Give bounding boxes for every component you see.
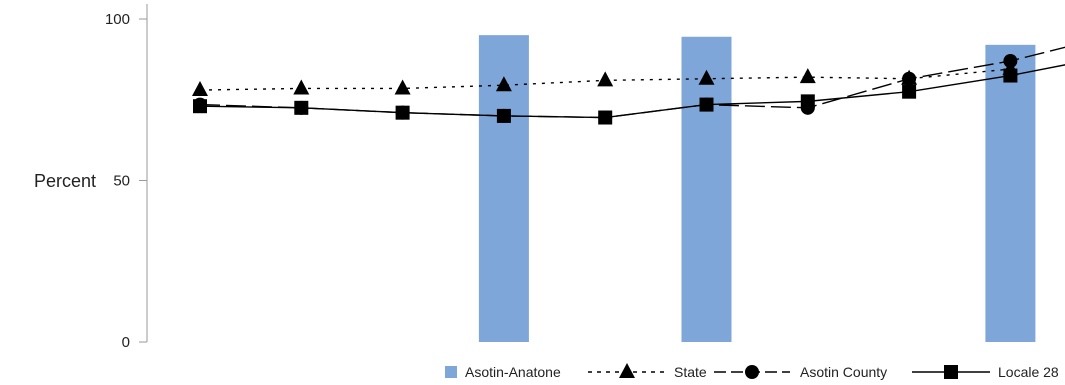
legend-label-state: State bbox=[674, 364, 707, 380]
point-locale-28 bbox=[699, 97, 714, 112]
legend-label-asotin-anatone: Asotin-Anatone bbox=[465, 364, 561, 380]
bar-asotin-anatone bbox=[985, 44, 1036, 343]
y-ticks: 0 50 100 bbox=[105, 11, 147, 351]
point-locale-28 bbox=[902, 84, 917, 99]
legend: Asotin-Anatone State Asotin County Locale 2… bbox=[445, 363, 1059, 380]
y-axis-label: Percent bbox=[34, 171, 96, 191]
point-locale-28 bbox=[193, 99, 207, 114]
legend-marker-asotin-county bbox=[745, 365, 759, 379]
legend-marker-state bbox=[619, 363, 635, 378]
axes: 0 50 100 Percent bbox=[34, 4, 148, 351]
legend-swatch-asotin-anatone bbox=[445, 366, 457, 378]
legend-marker-locale-28 bbox=[944, 365, 958, 379]
series-line-locale-28 bbox=[199, 64, 1065, 119]
series-line-asotin-county bbox=[199, 46, 1065, 119]
point-state bbox=[394, 79, 411, 95]
point-state bbox=[495, 76, 512, 92]
point-locale-28 bbox=[395, 105, 410, 120]
y-tick-label: 0 bbox=[122, 334, 130, 351]
point-asotin-county bbox=[902, 71, 917, 86]
legend-label-asotin-county: Asotin County bbox=[800, 364, 887, 380]
bar-layer bbox=[478, 35, 1036, 343]
series-layer bbox=[192, 46, 1065, 125]
point-locale-28 bbox=[294, 100, 309, 115]
point-state bbox=[799, 68, 816, 84]
point-state bbox=[192, 81, 208, 97]
point-state bbox=[293, 79, 310, 95]
point-locale-28 bbox=[800, 94, 815, 109]
point-locale-28 bbox=[1003, 68, 1018, 83]
point-asotin-county bbox=[1003, 53, 1018, 68]
legend-label-locale-28: Locale 28 bbox=[998, 364, 1059, 380]
point-locale-28 bbox=[496, 108, 511, 123]
bar-asotin-anatone bbox=[681, 36, 732, 342]
point-locale-28 bbox=[598, 110, 613, 125]
point-state bbox=[597, 71, 614, 87]
point-state bbox=[698, 69, 715, 85]
y-tick-label: 100 bbox=[105, 11, 130, 28]
y-tick-label: 50 bbox=[113, 173, 130, 190]
